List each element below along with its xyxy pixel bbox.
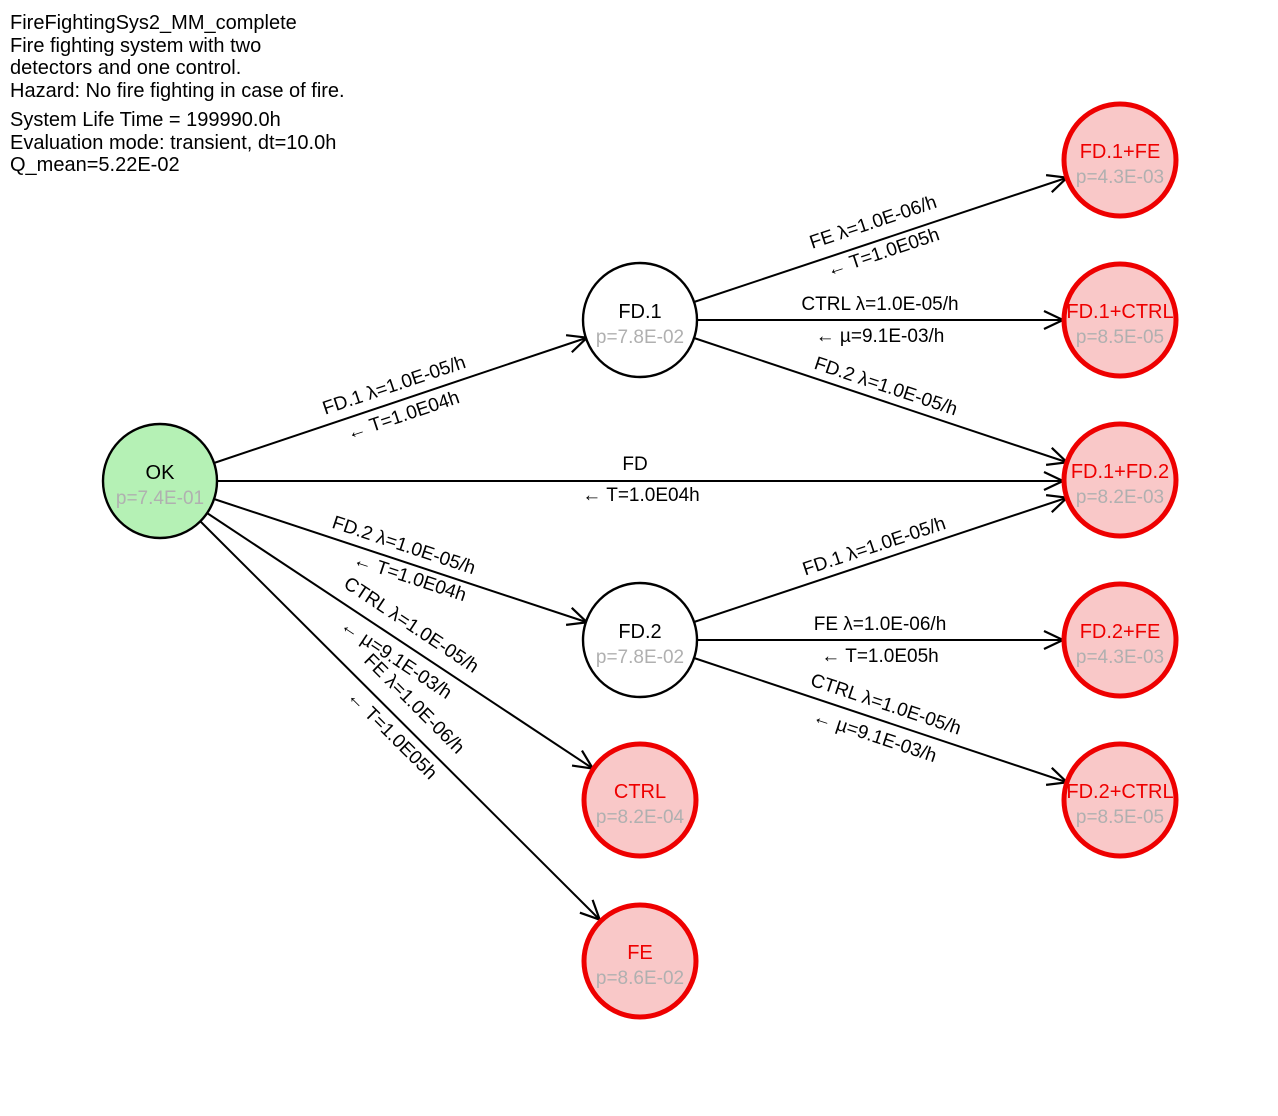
edge-line bbox=[213, 338, 586, 464]
node-circle[interactable] bbox=[1061, 581, 1179, 699]
node-probability: p=7.8E-02 bbox=[596, 647, 684, 668]
edge-return-label: ← T=1.0E05h bbox=[821, 646, 938, 667]
state-node-fd1-fd2[interactable]: FD.1+FD.2 p=8.2E-03 bbox=[1061, 421, 1179, 539]
state-node-fd1-fe[interactable]: FD.1+FE p=4.3E-03 bbox=[1061, 101, 1179, 219]
system-life-time: System Life Time = 199990.0h bbox=[10, 109, 281, 131]
node-probability: p=8.5E-05 bbox=[1076, 327, 1164, 348]
edge-rate-label: FE λ=1.0E-06/h bbox=[814, 614, 947, 635]
edge-line bbox=[206, 512, 592, 768]
edge-rate-label: CTRL λ=1.0E-05/h bbox=[801, 294, 958, 315]
edge-line bbox=[693, 337, 1066, 462]
state-node-fd1-ctrl[interactable]: FD.1+CTRL p=8.5E-05 bbox=[1061, 261, 1179, 379]
hazard-text: Hazard: No fire fighting in case of fire… bbox=[10, 79, 345, 102]
edge-rate-label: FD.1 λ=1.0E-05/h bbox=[800, 513, 948, 580]
node-label: FD.2+FE bbox=[1080, 621, 1161, 643]
q-mean: Q_mean=5.22E-02 bbox=[10, 154, 180, 176]
node-label: FD.1+FD.2 bbox=[1071, 461, 1169, 483]
node-label: FE bbox=[627, 942, 653, 964]
edge-ok-fd1fd2: FD ← T=1.0E04h bbox=[217, 454, 1062, 506]
node-label: FD.1 bbox=[618, 301, 661, 323]
edge-fd1-fd1fe: FE λ=1.0E-06/h ← T=1.0E05h bbox=[693, 178, 1066, 303]
node-circle[interactable] bbox=[1061, 261, 1179, 379]
node-circle[interactable] bbox=[581, 741, 699, 859]
state-node-ok[interactable]: OK p=7.4E-01 bbox=[101, 422, 219, 540]
edge-fd2-fd2fe: FE λ=1.0E-06/h ← T=1.0E05h bbox=[697, 614, 1062, 667]
node-circle[interactable] bbox=[581, 261, 699, 379]
edge-rate-label: FD.2 λ=1.0E-05/h bbox=[812, 353, 960, 420]
model-description-line1: Fire fighting system with two bbox=[10, 34, 262, 57]
node-label: FD.2+CTRL bbox=[1066, 781, 1173, 803]
node-probability: p=8.5E-05 bbox=[1076, 807, 1164, 828]
node-circle[interactable] bbox=[1061, 421, 1179, 539]
edge-line bbox=[693, 657, 1066, 782]
node-label: FD.1+CTRL bbox=[1066, 301, 1173, 323]
state-node-fd2-ctrl[interactable]: FD.2+CTRL p=8.5E-05 bbox=[1061, 741, 1179, 859]
edge-line bbox=[199, 520, 599, 919]
node-circle[interactable] bbox=[581, 902, 699, 1020]
node-probability: p=8.2E-04 bbox=[596, 807, 685, 828]
evaluation-mode: Evaluation mode: transient, dt=10.0h bbox=[10, 131, 337, 154]
edge-ok-fd2: FD.2 λ=1.0E-05/h ← T=1.0E04h bbox=[213, 498, 586, 622]
edge-line bbox=[693, 178, 1066, 303]
diagram-header: FireFightingSys2_MM_complete Fire fighti… bbox=[10, 12, 345, 177]
state-node-fd2-fe[interactable]: FD.2+FE p=4.3E-03 bbox=[1061, 581, 1179, 699]
node-label: OK bbox=[146, 462, 176, 484]
edge-fd2-fd1fd2: FD.1 λ=1.0E-05/h bbox=[693, 498, 1066, 623]
model-title: FireFightingSys2_MM_complete bbox=[10, 12, 297, 34]
state-node-fe[interactable]: FE p=8.6E-02 bbox=[581, 902, 699, 1020]
state-node-fd2[interactable]: FD.2 p=7.8E-02 bbox=[581, 581, 699, 699]
edge-fd1-fd1fd2: FD.2 λ=1.0E-05/h bbox=[693, 337, 1066, 462]
edge-fd1-fd1ctrl: CTRL λ=1.0E-05/h ← µ=9.1E-03/h bbox=[697, 294, 1062, 347]
model-description-line2: detectors and one control. bbox=[10, 57, 242, 79]
node-circle[interactable] bbox=[1061, 741, 1179, 859]
node-label: FD.2 bbox=[618, 621, 661, 643]
node-probability: p=7.8E-02 bbox=[596, 327, 684, 348]
node-circle[interactable] bbox=[1061, 101, 1179, 219]
edge-line bbox=[213, 498, 586, 622]
node-probability: p=4.3E-03 bbox=[1076, 647, 1164, 668]
edge-return-label: ← µ=9.1E-03/h bbox=[816, 326, 945, 347]
node-circle[interactable] bbox=[581, 581, 699, 699]
state-node-fd1[interactable]: FD.1 p=7.8E-02 bbox=[581, 261, 699, 379]
edge-line bbox=[693, 498, 1066, 623]
node-label: CTRL bbox=[614, 781, 666, 803]
state-node-ctrl[interactable]: CTRL p=8.2E-04 bbox=[581, 741, 699, 859]
edge-ok-fd1: FD.1 λ=1.0E-05/h ← T=1.0E04h bbox=[213, 338, 586, 464]
edge-rate-label: FD bbox=[622, 454, 647, 475]
node-label: FD.1+FE bbox=[1080, 141, 1161, 163]
node-probability: p=4.3E-03 bbox=[1076, 167, 1164, 188]
node-probability: p=8.2E-03 bbox=[1076, 487, 1164, 508]
node-circle[interactable] bbox=[101, 422, 219, 540]
edge-fd2-fd2ctrl: CTRL λ=1.0E-05/h ← µ=9.1E-03/h bbox=[693, 657, 1066, 782]
node-probability: p=7.4E-01 bbox=[116, 488, 204, 509]
edge-return-label: ← T=1.0E04h bbox=[582, 485, 699, 506]
node-probability: p=8.6E-02 bbox=[596, 968, 684, 989]
